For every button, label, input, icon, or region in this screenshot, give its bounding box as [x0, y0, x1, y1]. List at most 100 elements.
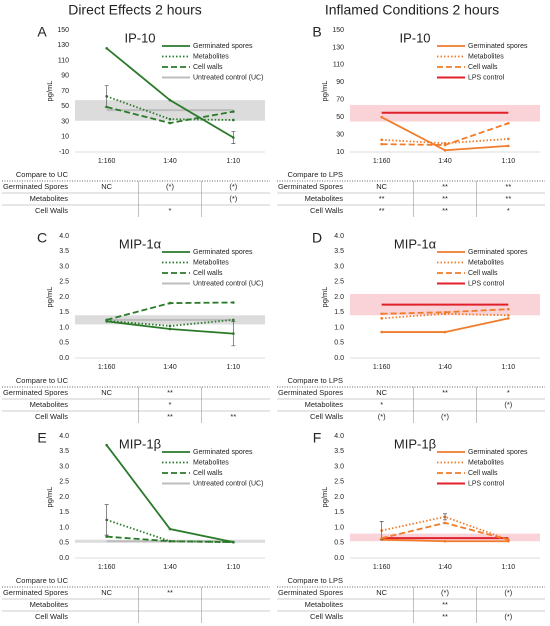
row-label: Germinated Spores [278, 182, 343, 191]
legend-label: Cell walls [468, 470, 498, 477]
y-tick-label: 3.0 [334, 263, 344, 270]
table-cell: * [380, 400, 383, 409]
y-tick-label: 10 [61, 134, 69, 141]
data-point [507, 137, 510, 141]
y-tick-label: 10 [336, 149, 344, 156]
table-cell: ** [442, 388, 448, 397]
y-tick-label: 3.5 [334, 448, 344, 455]
table-cell: (*) [504, 588, 512, 597]
y-tick-label: 3.5 [59, 248, 69, 255]
legend-label: LPS control [468, 74, 505, 81]
x-tick-label: 1:40 [438, 364, 452, 371]
y-tick-label: 0.5 [334, 340, 344, 347]
y-tick-label: 2.0 [334, 294, 344, 301]
table-cell: (*) [441, 588, 449, 597]
table-cell: NC [101, 388, 112, 397]
table-cell: ** [442, 600, 448, 609]
table-cell: ** [442, 194, 448, 203]
table-cell: ** [167, 388, 173, 397]
y-tick-label: 0.0 [59, 355, 69, 362]
y-tick-label: 50 [336, 114, 344, 121]
y-tick-label: 3.5 [59, 448, 69, 455]
x-tick-label: 1:160 [373, 564, 391, 571]
row-label: Germinated Spores [278, 388, 343, 397]
row-label: Germinated Spores [3, 388, 68, 397]
x-tick-label: 1:160 [373, 364, 391, 371]
column-header: Inflamed Conditions 2 hours [325, 2, 499, 18]
y-tick-label: 130 [332, 44, 344, 51]
row-label: Cell Walls [310, 412, 343, 421]
legend-label: LPS control [468, 480, 505, 487]
y-tick-label: 150 [332, 27, 344, 34]
y-tick-label: 1.5 [59, 509, 69, 516]
row-label: Cell Walls [35, 612, 68, 621]
panel-label: A [37, 24, 47, 40]
y-tick-label: 0.0 [334, 555, 344, 562]
y-axis-label: pg/mL [45, 487, 54, 508]
legend-label: Germinated spores [468, 449, 528, 456]
table-header: Compare to UC [16, 170, 69, 179]
data-point [168, 121, 172, 125]
row-label: Metabolites [305, 600, 344, 609]
y-tick-label: 30 [61, 118, 69, 125]
table-cell: (*) [229, 194, 237, 203]
y-tick-label: 3.5 [334, 248, 344, 255]
y-tick-label: 0.0 [334, 355, 344, 362]
y-tick-label: 70 [61, 88, 69, 95]
table-cell: ** [230, 412, 236, 421]
data-point [380, 317, 383, 320]
x-tick-label: 1:160 [98, 364, 116, 371]
y-tick-label: 2.0 [334, 494, 344, 501]
data-point [443, 310, 447, 314]
table-cell: NC [101, 588, 112, 597]
data-point [443, 521, 447, 525]
data-point [380, 330, 383, 334]
legend-label: Metabolites [468, 53, 504, 60]
data-point [443, 539, 447, 543]
row-label: Cell Walls [35, 206, 68, 215]
table-cell: (*) [504, 400, 512, 409]
legend-label: Metabolites [193, 53, 229, 60]
row-label: Cell Walls [310, 206, 343, 215]
panel-label: F [313, 430, 322, 446]
chart-title: IP-10 [124, 30, 155, 45]
chart-title: MIP-1β [119, 436, 161, 451]
y-tick-label: 4.0 [334, 433, 344, 440]
legend-label: Germinated spores [193, 449, 253, 456]
data-point [507, 314, 510, 317]
table-header: Compare to UC [16, 376, 69, 385]
error-bar [231, 131, 236, 144]
error-bar [443, 513, 447, 521]
legend-label: Cell walls [193, 64, 223, 71]
table-cell: ** [167, 412, 173, 421]
y-tick-label: 2.5 [59, 479, 69, 486]
row-label: Metabolites [305, 400, 344, 409]
chart-title: IP-10 [399, 30, 430, 45]
y-tick-label: 30 [336, 131, 344, 138]
table-cell: * [507, 206, 510, 215]
legend-label: Germinated spores [193, 249, 253, 256]
y-tick-label: -10 [59, 149, 69, 156]
legend-label: Metabolites [468, 259, 504, 266]
error-bar [231, 321, 236, 347]
legend-label: Metabolites [193, 459, 229, 466]
y-tick-label: 4.0 [334, 233, 344, 240]
table-cell: * [169, 206, 172, 215]
data-point [380, 312, 383, 316]
chart-title: MIP-1α [394, 236, 437, 251]
data-point [232, 110, 235, 113]
table-cell: NC [376, 182, 387, 191]
y-tick-label: 0.5 [334, 540, 344, 547]
y-tick-label: 0.5 [59, 340, 69, 347]
y-tick-label: 110 [58, 57, 69, 64]
legend-label: Germinated spores [193, 43, 253, 50]
x-tick-label: 1:10 [502, 564, 516, 571]
table-header: Compare to LPS [288, 376, 343, 385]
y-tick-label: 70 [336, 97, 344, 104]
table-cell: (*) [378, 412, 386, 421]
row-label: Germinated Spores [278, 588, 343, 597]
x-tick-label: 1:160 [98, 564, 116, 571]
x-tick-label: 1:160 [98, 158, 116, 165]
chart-title: MIP-1α [119, 236, 162, 251]
